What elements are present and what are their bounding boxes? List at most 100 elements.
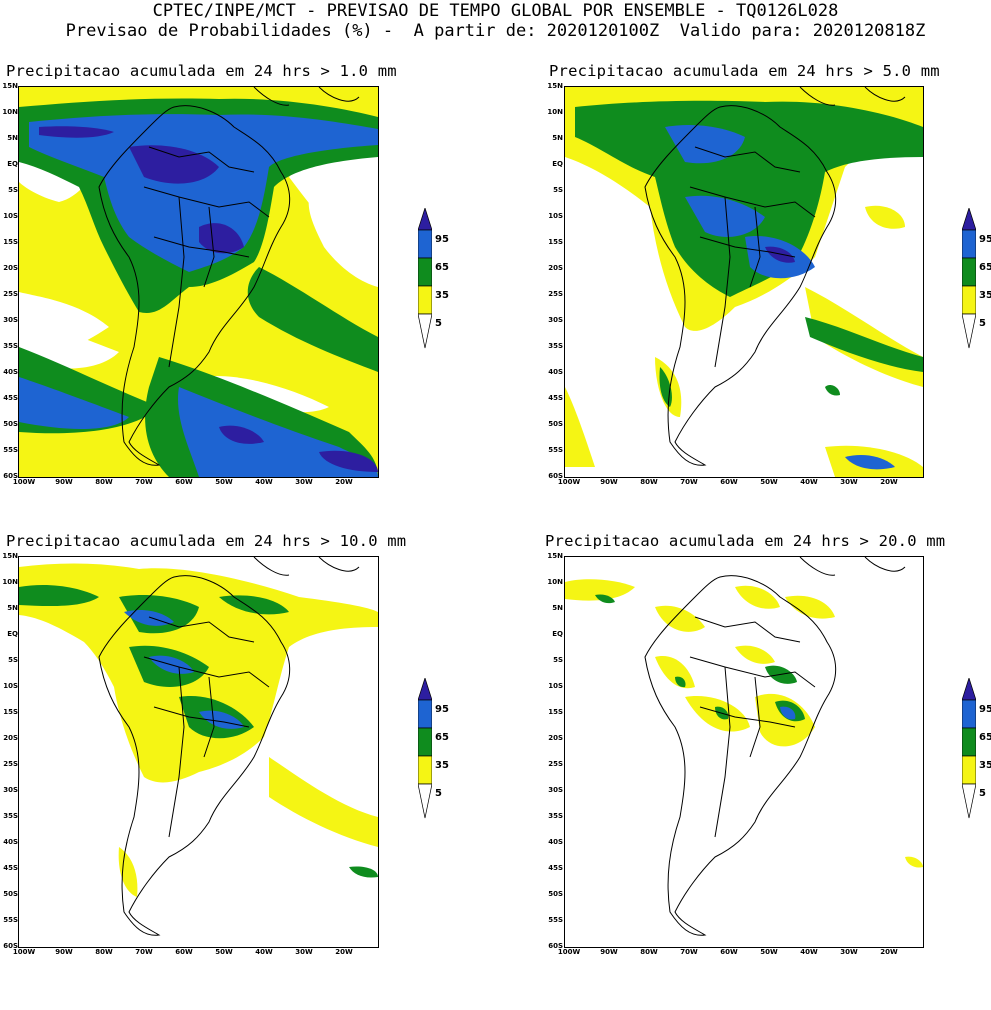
panel-title: Precipitacao acumulada em 24 hrs > 1.0 m…	[6, 62, 397, 80]
map-1mm	[18, 86, 379, 478]
colorbar-5mm: 95 65 35 5	[962, 208, 991, 358]
y-tick: 30S	[3, 786, 18, 794]
y-tick: 15N	[2, 82, 18, 90]
x-tick: 50W	[215, 948, 233, 956]
y-tick: 20S	[548, 264, 563, 272]
x-tick: 80W	[95, 948, 113, 956]
colorbar-label-5: 5	[979, 788, 986, 799]
y-tick: 10N	[547, 108, 563, 116]
colorbar-20mm: 95 65 35 5	[962, 678, 991, 828]
map-10mm	[18, 556, 379, 948]
x-tick: 90W	[55, 948, 73, 956]
colorbar-label-35: 35	[435, 760, 449, 771]
y-tick: 55S	[3, 916, 18, 924]
header-subtitle: Previsao de Probabilidades (%) - A parti…	[65, 21, 926, 41]
y-tick: 30S	[548, 786, 563, 794]
x-tick: 20W	[880, 478, 898, 486]
panel-title: Precipitacao acumulada em 24 hrs > 5.0 m…	[549, 62, 940, 80]
x-tick: 60W	[175, 948, 193, 956]
y-tick: 50S	[548, 420, 563, 428]
y-tick: 20S	[3, 264, 18, 272]
y-tick: 50S	[3, 890, 18, 898]
y-tick: 55S	[3, 446, 18, 454]
colorbar-svg	[962, 208, 976, 349]
y-tick: 10S	[3, 682, 18, 690]
y-tick: 20S	[3, 734, 18, 742]
y-tick: EQ	[7, 630, 18, 638]
y-tick: 10S	[548, 212, 563, 220]
y-tick: 30S	[3, 316, 18, 324]
y-tick: 50S	[548, 890, 563, 898]
colorbar-label-5: 5	[979, 318, 986, 329]
x-tick: 100W	[12, 948, 36, 956]
y-tick: 45S	[3, 864, 18, 872]
y-tick: 60S	[3, 472, 18, 480]
colorbar-label-35: 35	[979, 290, 991, 301]
colorbar-label-95: 95	[435, 234, 449, 245]
y-tick: 15S	[548, 708, 563, 716]
y-tick: 55S	[548, 916, 563, 924]
colorbar-1mm: 95 65 35 5	[418, 208, 478, 358]
y-tick: 30S	[548, 316, 563, 324]
header-title: CPTEC/INPE/MCT - PREVISAO DE TEMPO GLOBA…	[152, 1, 839, 21]
y-tick: 45S	[548, 864, 563, 872]
y-tick: 40S	[3, 368, 18, 376]
x-tick: 30W	[295, 478, 313, 486]
y-tick: 15N	[547, 552, 563, 560]
map-20mm	[564, 556, 924, 948]
x-tick: 30W	[840, 948, 858, 956]
y-tick: 5N	[552, 604, 563, 612]
x-tick: 60W	[720, 948, 738, 956]
map-5mm	[564, 86, 924, 478]
x-tick: 30W	[840, 478, 858, 486]
colorbar-label-65: 65	[435, 732, 449, 743]
y-tick: 10S	[548, 682, 563, 690]
x-tick: 30W	[295, 948, 313, 956]
y-tick: 45S	[3, 394, 18, 402]
y-tick: EQ	[552, 160, 563, 168]
colorbar-10mm: 95 65 35 5	[418, 678, 478, 828]
map-svg-10mm	[19, 557, 378, 936]
y-tick: 40S	[3, 838, 18, 846]
map-svg-1mm	[19, 87, 378, 477]
y-tick: 10N	[2, 108, 18, 116]
y-tick: 25S	[3, 760, 18, 768]
colorbar-label-65: 65	[435, 262, 449, 273]
y-tick: 15N	[547, 82, 563, 90]
y-tick: 5S	[553, 186, 563, 194]
y-tick: 35S	[3, 342, 18, 350]
colorbar-label-65: 65	[979, 732, 991, 743]
y-tick: 60S	[3, 942, 18, 950]
x-tick: 100W	[557, 948, 581, 956]
y-tick: 5N	[552, 134, 563, 142]
colorbar-svg	[962, 678, 976, 819]
x-tick: 20W	[335, 478, 353, 486]
colorbar-label-95: 95	[435, 704, 449, 715]
colorbar-label-95: 95	[979, 704, 991, 715]
y-tick: 10N	[547, 578, 563, 586]
colorbar-label-95: 95	[979, 234, 991, 245]
x-tick: 100W	[557, 478, 581, 486]
y-tick: 20S	[548, 734, 563, 742]
y-tick: 10S	[3, 212, 18, 220]
x-tick: 40W	[255, 478, 273, 486]
y-tick: 5S	[8, 656, 18, 664]
y-tick: 35S	[548, 342, 563, 350]
y-tick: 15S	[3, 708, 18, 716]
y-tick: 25S	[548, 760, 563, 768]
x-tick: 80W	[640, 478, 658, 486]
y-tick: 55S	[548, 446, 563, 454]
x-tick: 40W	[800, 948, 818, 956]
colorbar-label-35: 35	[979, 760, 991, 771]
x-tick: 50W	[760, 948, 778, 956]
x-tick: 40W	[800, 478, 818, 486]
colorbar-svg	[418, 678, 432, 819]
x-tick: 60W	[175, 478, 193, 486]
y-tick: EQ	[7, 160, 18, 168]
panel-title: Precipitacao acumulada em 24 hrs > 20.0 …	[545, 532, 946, 550]
y-tick: 60S	[548, 942, 563, 950]
panel-1mm: Precipitacao acumulada em 24 hrs > 1.0 m…	[0, 60, 396, 540]
y-tick: 35S	[3, 812, 18, 820]
x-tick: 80W	[95, 478, 113, 486]
y-tick: 15S	[3, 238, 18, 246]
